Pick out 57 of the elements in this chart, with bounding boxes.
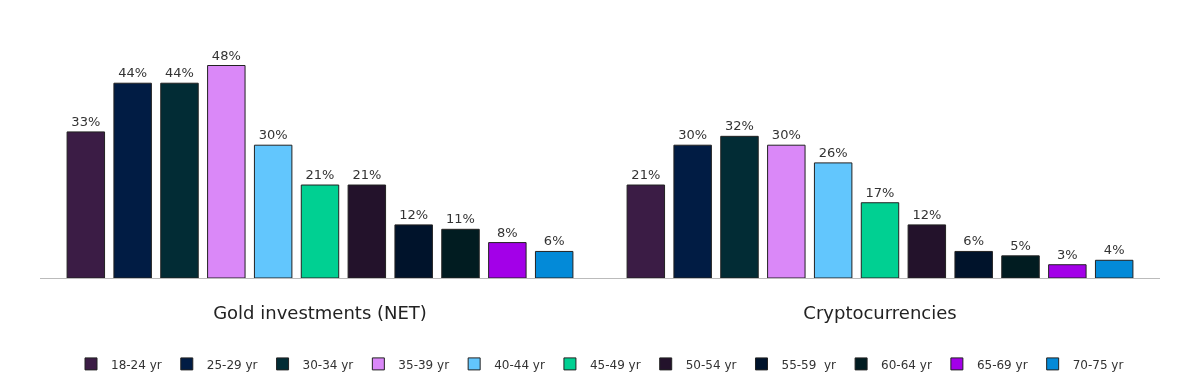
data-label: 12% <box>399 206 429 222</box>
legend-label: 45-49 yr <box>589 357 641 372</box>
data-label: 17% <box>865 184 895 200</box>
data-label: 11% <box>446 211 475 227</box>
bar <box>253 144 293 278</box>
data-label: 5% <box>1010 237 1031 253</box>
bar <box>113 82 152 278</box>
legend-label: 35-39 yr <box>398 357 450 372</box>
data-label: 4% <box>1103 242 1125 258</box>
bar <box>1048 264 1087 278</box>
bar <box>673 144 712 278</box>
data-label: 6% <box>543 233 565 249</box>
data-label: 12% <box>912 206 942 222</box>
bar <box>813 162 853 278</box>
bar <box>534 250 574 278</box>
data-label: 21% <box>631 167 661 183</box>
data-label: 6% <box>963 233 984 249</box>
legend-label: 30-34 yr <box>302 357 354 372</box>
data-label: 21% <box>305 167 335 183</box>
bar <box>347 184 387 278</box>
bar <box>1094 259 1134 278</box>
data-label: 26% <box>818 144 848 160</box>
data-label: 30% <box>258 127 288 143</box>
bar <box>300 184 340 278</box>
data-label: 44% <box>118 65 148 81</box>
bar <box>720 135 759 278</box>
data-label: 33% <box>71 113 101 129</box>
x-tick-label: Cryptocurrencies <box>803 301 957 323</box>
data-label: 30% <box>678 127 708 143</box>
bar <box>394 224 433 278</box>
bar <box>1001 255 1040 278</box>
legend-label: 50-54 yr <box>685 357 737 372</box>
x-tick-label: Gold investments (NET) <box>213 301 427 323</box>
legend-label: 25-29 yr <box>206 357 258 372</box>
bar <box>626 184 666 278</box>
bar <box>767 144 806 278</box>
data-label: 8% <box>497 224 518 240</box>
bar <box>66 131 106 278</box>
legend-label: 55-59 yr <box>781 357 837 372</box>
data-label: 30% <box>771 127 801 143</box>
bar <box>907 224 947 278</box>
legend-label: 60-64 yr <box>881 357 932 372</box>
data-label: 21% <box>352 167 382 183</box>
bar <box>954 250 993 278</box>
bar <box>160 82 199 278</box>
data-label: 48% <box>211 47 241 63</box>
bar <box>441 228 480 278</box>
bar <box>860 202 900 278</box>
data-label: 32% <box>725 118 754 134</box>
legend-label: 70-75 yr <box>1072 357 1124 372</box>
legend-label: 65-69 yr <box>976 357 1028 372</box>
bar <box>488 242 527 278</box>
data-label: 3% <box>1057 246 1078 262</box>
legend-label: 40-44 yr <box>494 357 545 372</box>
data-label: 44% <box>165 65 194 81</box>
bar <box>207 65 246 278</box>
legend-label: 18-24 yr <box>111 357 162 372</box>
